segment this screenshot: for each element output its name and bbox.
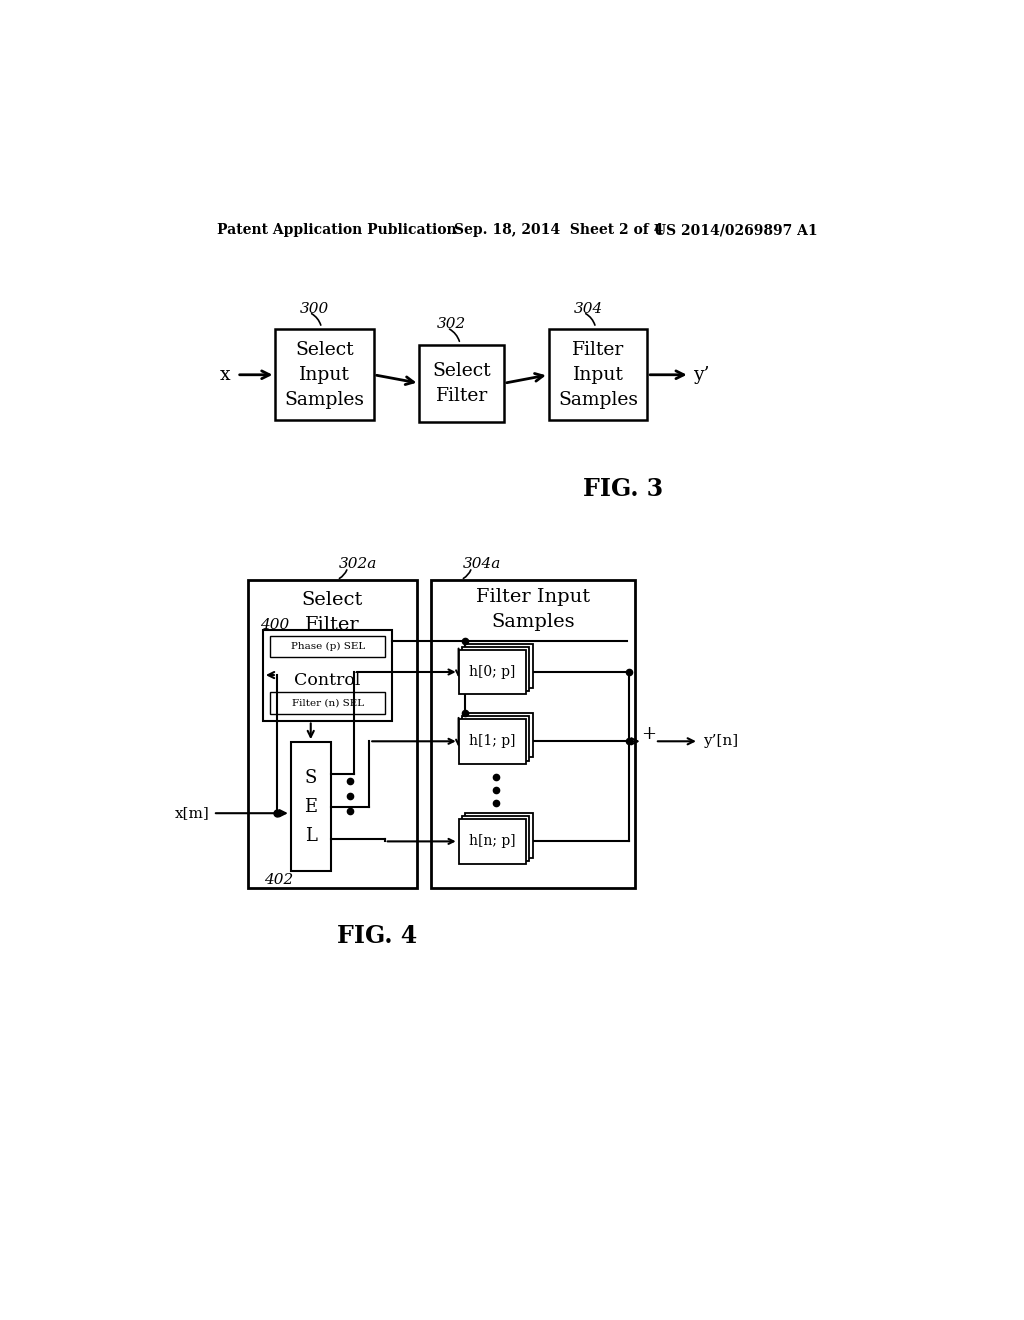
Text: y’[n]: y’[n] [702, 734, 738, 748]
Bar [465, 713, 532, 758]
Bar [462, 715, 529, 760]
Text: x: x [220, 366, 230, 384]
Bar [270, 692, 385, 714]
Bar [275, 330, 374, 420]
Text: S
E
L: S E L [304, 768, 317, 845]
Text: h[0; p]: h[0; p] [469, 665, 516, 678]
Text: 402: 402 [264, 873, 293, 887]
Bar [248, 581, 417, 888]
Text: 304: 304 [574, 302, 603, 317]
Bar [462, 816, 529, 861]
Bar [549, 330, 647, 420]
Bar [465, 644, 532, 688]
Text: FIG. 3: FIG. 3 [584, 478, 664, 502]
Bar [462, 647, 529, 692]
Text: 304a: 304a [463, 557, 502, 572]
Text: x[m]: x[m] [174, 807, 209, 820]
Text: Filter
Input
Samples: Filter Input Samples [558, 341, 638, 409]
Text: 300: 300 [300, 302, 329, 317]
Bar [263, 630, 392, 721]
Bar [459, 649, 526, 694]
Text: Filter Input
Samples: Filter Input Samples [476, 589, 590, 631]
Text: Control: Control [295, 672, 360, 689]
Text: Select
Input
Samples: Select Input Samples [285, 341, 365, 409]
Text: h[1; p]: h[1; p] [469, 734, 516, 748]
Text: +: + [641, 726, 656, 743]
Text: 302: 302 [437, 317, 466, 331]
Bar [465, 813, 532, 858]
Text: 302a: 302a [339, 557, 377, 572]
Text: Sep. 18, 2014  Sheet 2 of 4: Sep. 18, 2014 Sheet 2 of 4 [454, 223, 664, 238]
Text: Phase (p) SEL: Phase (p) SEL [291, 642, 365, 651]
Bar [291, 742, 331, 871]
Bar [270, 636, 385, 657]
Text: h[n; p]: h[n; p] [469, 834, 516, 849]
Text: FIG. 4: FIG. 4 [337, 924, 417, 948]
Bar [459, 719, 526, 763]
Text: Select
Filter: Select Filter [432, 362, 490, 405]
Bar [459, 818, 526, 863]
Bar [431, 581, 635, 888]
Text: Filter (n) SEL: Filter (n) SEL [292, 698, 364, 708]
Bar [419, 345, 504, 422]
Text: y’: y’ [693, 366, 710, 384]
Text: 400: 400 [260, 618, 289, 632]
Text: US 2014/0269897 A1: US 2014/0269897 A1 [654, 223, 818, 238]
Text: Select
Filter: Select Filter [302, 591, 362, 634]
Text: Patent Application Publication: Patent Application Publication [217, 223, 457, 238]
